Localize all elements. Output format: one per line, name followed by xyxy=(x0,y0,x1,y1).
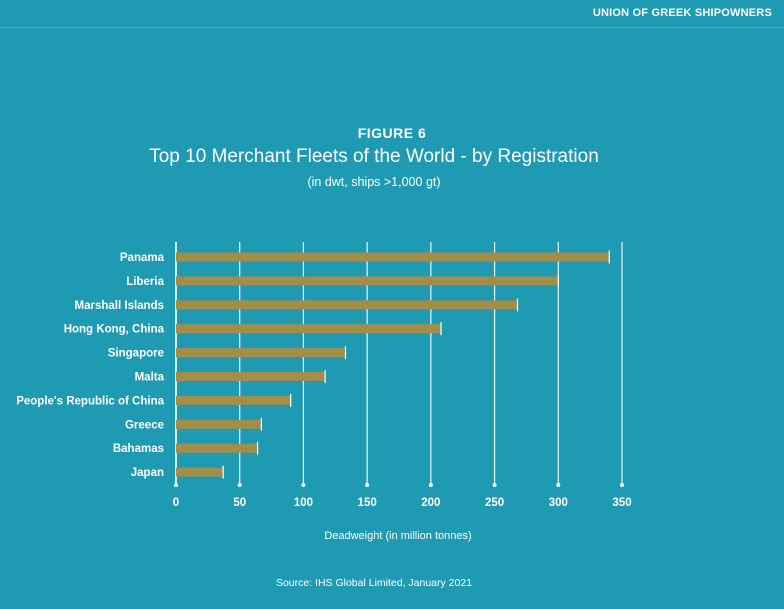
category-label: Marshall Islands xyxy=(75,300,164,312)
chart-title: Top 10 Merchant Fleets of the World - by… xyxy=(149,146,599,167)
x-tick-label: 150 xyxy=(358,497,377,509)
organization-name: UNION OF GREEK SHIPOWNERS xyxy=(592,7,772,19)
category-label: Panama xyxy=(120,252,165,264)
category-label: Malta xyxy=(135,372,165,384)
tick-mark xyxy=(365,483,370,487)
x-tick-label: 350 xyxy=(612,497,631,509)
bar xyxy=(176,467,224,477)
source-note: Source: IHS Global Limited, January 2021 xyxy=(275,577,473,589)
bar xyxy=(176,300,518,310)
bar xyxy=(176,276,559,286)
bar-chart: 0 50 100 150 200 250 300 350 Panama Liberia Marsha… xyxy=(16,242,632,509)
category-label: People's Republic of China xyxy=(16,395,164,407)
bar xyxy=(176,443,258,453)
figure-label: FIGURE 6 xyxy=(357,125,427,141)
x-tick-label: 50 xyxy=(233,497,246,509)
chart-subtitle: (in dwt, ships >1,000 gt) xyxy=(307,175,441,189)
x-tick-label: 100 xyxy=(294,497,313,509)
bar xyxy=(176,348,346,358)
category-label: Greece xyxy=(125,419,164,431)
x-tick-label: 300 xyxy=(549,497,568,509)
bar xyxy=(176,372,326,381)
x-tick-label: 200 xyxy=(421,497,440,509)
tick-mark xyxy=(556,483,561,487)
x-tick-label: 0 xyxy=(173,497,179,509)
tick-mark xyxy=(237,483,242,487)
bar xyxy=(176,419,262,429)
category-label: Bahamas xyxy=(113,443,164,455)
category-label: Japan xyxy=(131,467,164,479)
bar xyxy=(176,395,291,405)
tick-mark xyxy=(492,483,497,487)
tick-mark xyxy=(428,483,433,487)
tick-mark xyxy=(620,483,624,487)
category-label: Hong Kong, China xyxy=(64,324,165,336)
category-label: Liberia xyxy=(126,276,164,288)
header-divider xyxy=(0,27,784,28)
bar xyxy=(176,252,610,262)
bar xyxy=(176,324,442,334)
tick-mark xyxy=(301,483,306,487)
category-label: Singapore xyxy=(108,348,164,360)
x-axis-label: Deadweight (in million tonnes) xyxy=(324,530,472,542)
x-tick-label: 250 xyxy=(485,497,504,509)
